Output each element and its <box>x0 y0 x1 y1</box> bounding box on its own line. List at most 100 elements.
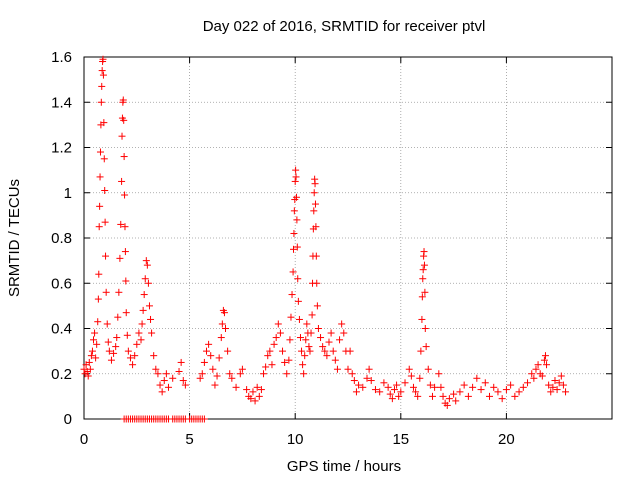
data-point <box>104 338 112 346</box>
data-point <box>220 309 228 317</box>
data-point <box>311 180 319 188</box>
data-point <box>279 347 287 355</box>
data-point <box>313 302 321 310</box>
data-point <box>502 386 510 394</box>
data-point <box>260 370 268 378</box>
data-point <box>528 370 536 378</box>
data-point <box>169 374 177 382</box>
data-point <box>540 356 548 364</box>
data-point <box>93 340 101 348</box>
data-point <box>551 377 559 385</box>
data-point <box>262 363 270 371</box>
data-point <box>562 388 570 396</box>
data-point <box>142 257 150 265</box>
data-point <box>388 395 396 403</box>
data-point <box>547 388 555 396</box>
data-point <box>401 379 409 387</box>
data-point <box>296 334 304 342</box>
data-point <box>226 370 234 378</box>
data-point <box>294 297 302 305</box>
data-point <box>120 116 128 124</box>
data-point <box>313 279 321 287</box>
data-point <box>559 381 567 389</box>
data-point <box>390 386 398 394</box>
data-point <box>121 191 129 199</box>
data-point <box>112 343 120 351</box>
data-point <box>311 200 319 208</box>
data-point <box>346 347 354 355</box>
data-point <box>414 392 422 400</box>
data-point <box>420 248 428 256</box>
data-point <box>421 288 429 296</box>
data-point <box>122 309 130 317</box>
data-point <box>102 288 110 296</box>
data-point <box>129 361 137 369</box>
y-tick-label: 1.4 <box>51 94 72 111</box>
data-point <box>534 361 542 369</box>
x-axis-label: GPS time / hours <box>287 458 401 475</box>
data-point <box>274 320 282 328</box>
data-point <box>96 173 104 181</box>
data-point <box>98 67 106 75</box>
data-point <box>386 390 394 398</box>
data-point <box>290 207 298 215</box>
y-tick-label: 0.4 <box>51 321 72 338</box>
data-point <box>218 320 226 328</box>
y-tick-label: 1.2 <box>51 140 72 157</box>
data-point <box>515 388 523 396</box>
data-point <box>101 218 109 226</box>
data-point <box>486 392 494 400</box>
data-point <box>397 388 405 396</box>
data-point <box>417 347 425 355</box>
data-point <box>135 329 143 337</box>
data-point <box>287 313 295 321</box>
data-point <box>268 361 276 369</box>
data-point <box>175 367 183 375</box>
data-point <box>117 220 125 228</box>
data-point <box>196 374 204 382</box>
data-point <box>238 365 246 373</box>
data-point <box>249 388 257 396</box>
data-point <box>113 334 121 342</box>
data-point <box>344 365 352 373</box>
data-point <box>133 340 141 348</box>
data-point <box>419 266 427 274</box>
data-point <box>333 365 341 373</box>
data-point <box>156 381 164 389</box>
data-point <box>200 415 208 423</box>
data-point <box>549 383 557 391</box>
data-point <box>331 356 339 364</box>
data-point <box>98 82 106 90</box>
data-point <box>100 155 108 163</box>
data-point <box>224 347 232 355</box>
data-point <box>96 148 104 156</box>
data-point <box>211 381 219 389</box>
data-point <box>92 354 100 362</box>
data-point <box>121 223 129 231</box>
data-point <box>456 388 464 396</box>
data-point <box>215 354 223 362</box>
x-tick-label: 15 <box>392 431 409 448</box>
data-point <box>290 229 298 237</box>
data-point <box>154 370 162 378</box>
data-point <box>114 313 122 321</box>
data-point <box>405 365 413 373</box>
data-point <box>393 381 401 389</box>
data-point <box>295 315 303 323</box>
y-axis-label: SRMTID / TECUs <box>6 179 23 297</box>
data-point <box>207 352 215 360</box>
data-point <box>292 166 300 174</box>
data-point <box>145 302 153 310</box>
data-point <box>301 352 309 360</box>
data-point <box>511 392 519 400</box>
data-point <box>88 347 96 355</box>
data-point <box>222 325 230 332</box>
data-point <box>298 347 306 355</box>
data-point <box>557 372 565 380</box>
data-point <box>253 383 261 391</box>
data-point <box>217 334 225 342</box>
data-point <box>325 338 333 346</box>
data-point <box>519 383 527 391</box>
data-point <box>428 392 436 400</box>
data-point <box>290 245 298 253</box>
